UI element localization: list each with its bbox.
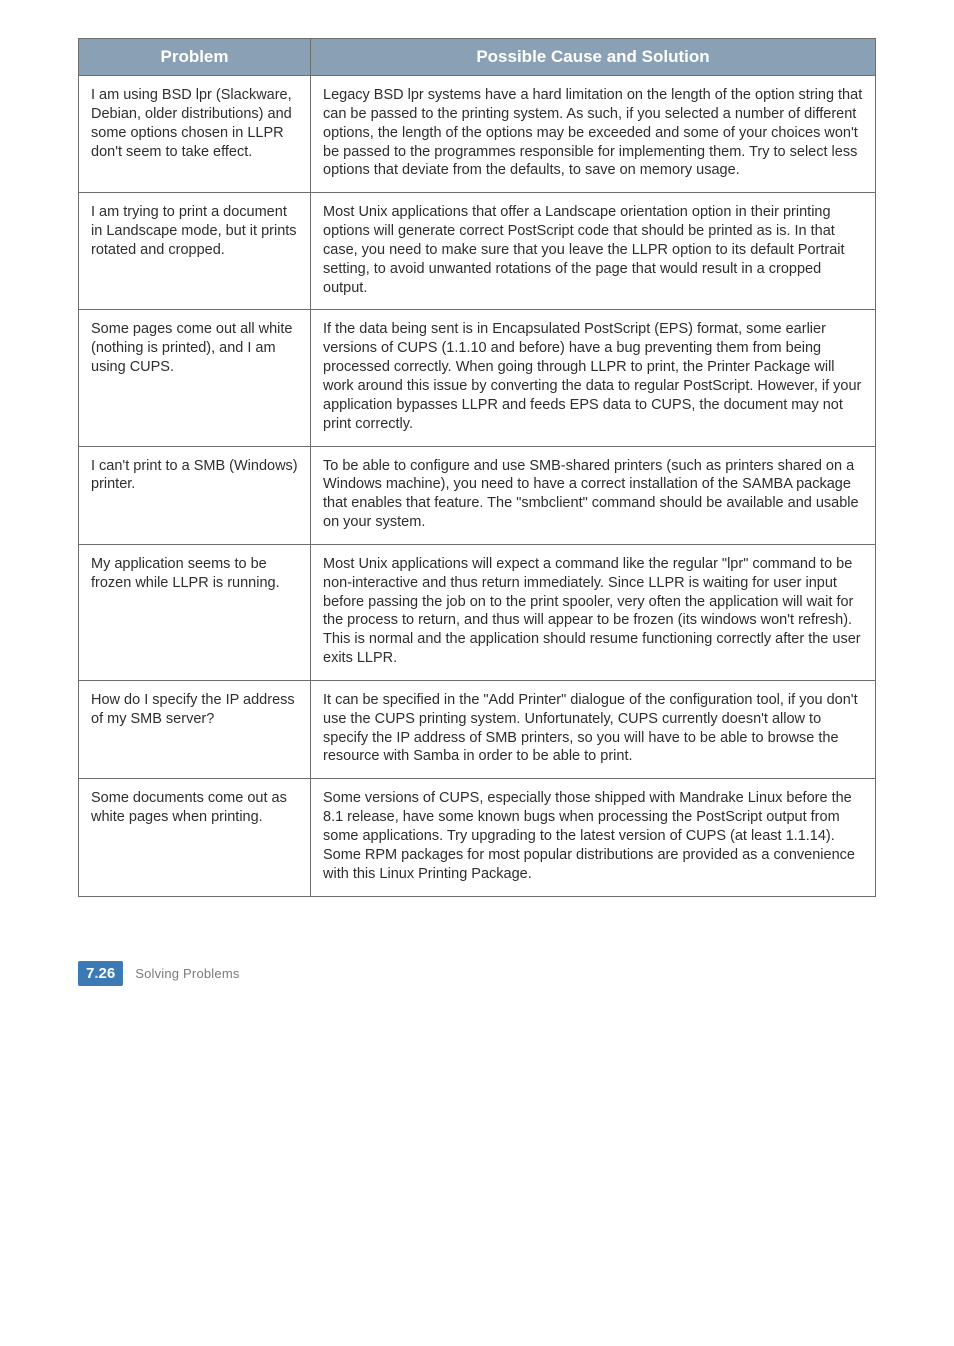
cell-problem: Some documents come out as white pages w… (79, 779, 311, 896)
troubleshooting-table: Problem Possible Cause and Solution I am… (78, 38, 876, 897)
cell-problem: I am trying to print a document in Lands… (79, 193, 311, 310)
page-major: 7 (86, 965, 94, 982)
cell-solution: It can be specified in the "Add Printer"… (311, 680, 876, 778)
page-minor: 26 (99, 965, 116, 982)
col-header-problem: Problem (79, 39, 311, 76)
cell-problem: Some pages come out all white (nothing i… (79, 310, 311, 446)
table-row: I am trying to print a document in Lands… (79, 193, 876, 310)
page-footer: 7.26 Solving Problems (78, 961, 876, 986)
cell-solution: To be able to configure and use SMB-shar… (311, 446, 876, 544)
cell-solution: Most Unix applications that offer a Land… (311, 193, 876, 310)
cell-problem: I can't print to a SMB (Windows) printer… (79, 446, 311, 544)
cell-problem: How do I specify the IP address of my SM… (79, 680, 311, 778)
table-row: I can't print to a SMB (Windows) printer… (79, 446, 876, 544)
table-row: How do I specify the IP address of my SM… (79, 680, 876, 778)
cell-solution: If the data being sent is in Encapsulate… (311, 310, 876, 446)
page-number-badge: 7.26 (78, 961, 123, 986)
col-header-solution: Possible Cause and Solution (311, 39, 876, 76)
cell-solution: Most Unix applications will expect a com… (311, 544, 876, 680)
table-row: My application seems to be frozen while … (79, 544, 876, 680)
table-row: Some pages come out all white (nothing i… (79, 310, 876, 446)
section-title: Solving Problems (135, 966, 239, 981)
cell-solution: Some versions of CUPS, especially those … (311, 779, 876, 896)
table-row: I am using BSD lpr (Slackware, Debian, o… (79, 76, 876, 193)
table-row: Some documents come out as white pages w… (79, 779, 876, 896)
cell-problem: My application seems to be frozen while … (79, 544, 311, 680)
cell-problem: I am using BSD lpr (Slackware, Debian, o… (79, 76, 311, 193)
cell-solution: Legacy BSD lpr systems have a hard limit… (311, 76, 876, 193)
